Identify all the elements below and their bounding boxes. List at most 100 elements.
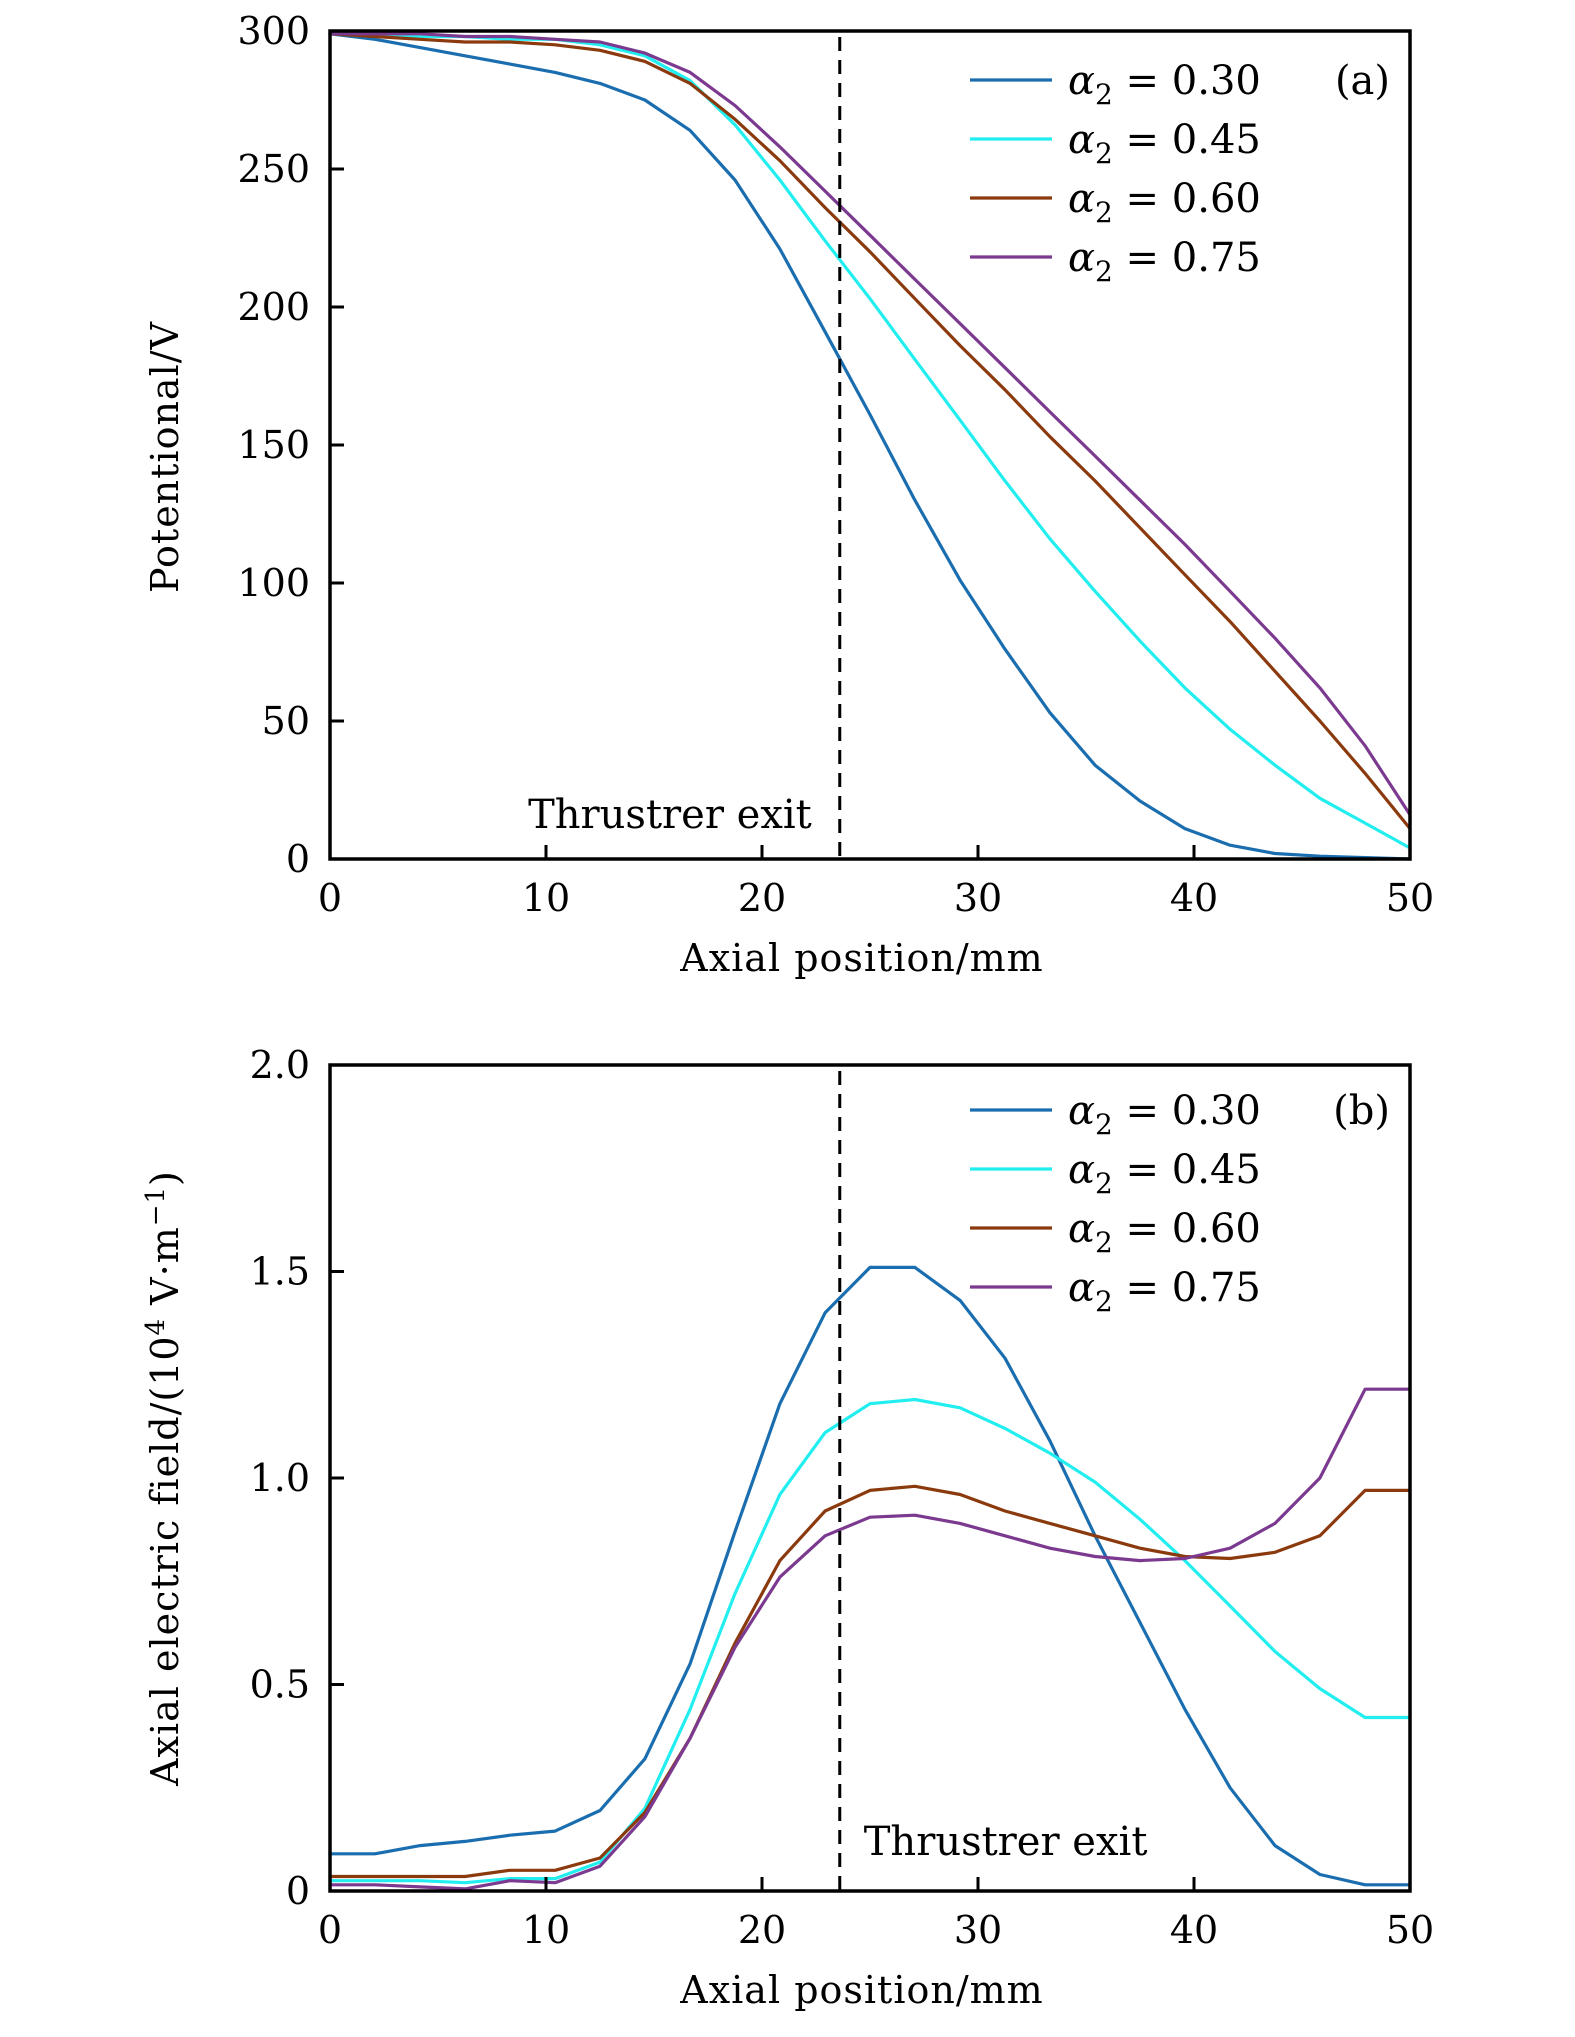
panel-b-y-label-mid: V·m (143, 1226, 187, 1318)
panel-a-series-line-0-75 (328, 32, 1412, 817)
legend-subscript: 2 (1095, 1167, 1113, 1200)
legend-value: 0.60 (1172, 176, 1261, 222)
panel-b-legend-item: α2 = 0.45 (970, 1147, 1261, 1200)
panel-a-legend-item: α2 = 0.75 (970, 235, 1261, 288)
panel-b-y-axis-label: Axial electric field/(104 V·m−1) (141, 1170, 187, 1787)
panel-a-y-tick-label: 100 (237, 561, 310, 605)
panel-a-legend-item: α2 = 0.60 (970, 176, 1261, 229)
panel-b-x-tick-label: 40 (1170, 1908, 1218, 1952)
panel-a-series-line-0-45 (328, 32, 1412, 850)
panel-b-series-line-0-75 (328, 1387, 1412, 1891)
panel-b-legend-label: α2 = 0.60 (1068, 1206, 1261, 1259)
panel-b-y-label-main: Axial electric field/(10 (143, 1335, 187, 1786)
panel-b-thruster-exit-annotation: Thrustrer exit (864, 1819, 1148, 1865)
panel-b-tag: (b) (1333, 1088, 1390, 1134)
panel-a-y-axis-label: Potentional/V (143, 321, 187, 593)
panel-a-x-ticks: 0 10 20 30 40 50 (318, 845, 1434, 920)
panel-b-y-tick-label: 1.0 (250, 1456, 310, 1500)
legend-greek-symbol: α (1068, 1147, 1095, 1193)
legend-greek-symbol: α (1068, 235, 1095, 281)
legend-greek-symbol: α (1068, 1206, 1095, 1252)
legend-value: 0.75 (1172, 235, 1261, 281)
panel-b-legend-label: α2 = 0.30 (1068, 1088, 1261, 1141)
panel-a-y-tick-label: 150 (237, 423, 310, 467)
panel-a-y-tick-label: 50 (262, 699, 310, 743)
legend-equals: = (1113, 1147, 1172, 1193)
panel-a-y-tick-label: 0 (286, 837, 310, 881)
panel-a-series-line-0-30 (328, 32, 1412, 861)
panel-b-y-tick-label: 2.0 (250, 1043, 310, 1087)
panel-a-x-tick-label: 40 (1170, 876, 1218, 920)
panel-a-legend-label: α2 = 0.75 (1068, 235, 1261, 288)
panel-a-y-tick-label: 250 (237, 147, 310, 191)
legend-equals: = (1113, 1088, 1172, 1134)
panel-a-x-tick-label: 20 (738, 876, 786, 920)
panel-b-y-label-end: ) (143, 1170, 187, 1186)
panel-b-y-tick-label: 0.5 (250, 1663, 310, 1707)
legend-equals: = (1113, 176, 1172, 222)
panel-a-series-line-0-60 (328, 32, 1412, 831)
panel-b-legend-item: α2 = 0.75 (970, 1265, 1261, 1318)
panel-b-series-line-0-30 (328, 1265, 1412, 1887)
legend-subscript: 2 (1095, 255, 1113, 288)
legend-equals: = (1113, 1265, 1172, 1311)
panel-a-x-tick-label: 30 (954, 876, 1002, 920)
panel-b-y-label-sup1: 4 (141, 1318, 171, 1336)
legend-value: 0.30 (1172, 58, 1261, 104)
panel-b-series-line-0-45 (328, 1397, 1412, 1885)
panel-b-y-tick-label: 0 (286, 1869, 310, 1913)
legend-subscript: 2 (1095, 1226, 1113, 1259)
legend-greek-symbol: α (1068, 1088, 1095, 1134)
legend-value: 0.30 (1172, 1088, 1261, 1134)
panel-a-thruster-exit-annotation: Thrustrer exit (528, 792, 812, 838)
panel-a-y-tick-label: 200 (237, 285, 310, 329)
legend-value: 0.45 (1172, 1147, 1261, 1193)
panel-b-x-axis-label: Axial position/mm (679, 1968, 1043, 2012)
panel-b-x-tick-label: 50 (1386, 1908, 1434, 1952)
panel-b-y-tick-label: 1.5 (250, 1250, 310, 1294)
panel-a-tag: (a) (1335, 58, 1390, 104)
legend-greek-symbol: α (1068, 58, 1095, 104)
legend-greek-symbol: α (1068, 117, 1095, 163)
panel-a-x-tick-label: 10 (522, 876, 570, 920)
panel-b-legend-item: α2 = 0.30 (970, 1088, 1261, 1141)
panel-b-series-line-0-60 (328, 1484, 1412, 1879)
legend-value: 0.60 (1172, 1206, 1261, 1252)
panel-b-x-tick-label: 30 (954, 1908, 1002, 1952)
panel-a-legend-label: α2 = 0.60 (1068, 176, 1261, 229)
legend-subscript: 2 (1095, 78, 1113, 111)
panel-b-legend-label: α2 = 0.45 (1068, 1147, 1261, 1200)
panel-a-x-tick-label: 50 (1386, 876, 1434, 920)
panel-b-electric-field-chart: 0 10 20 30 40 50 0 0.5 1.0 1.5 2.0 Axial position… (141, 1043, 1434, 2012)
panel-b-legend-label: α2 = 0.75 (1068, 1265, 1261, 1318)
panel-b-series-group (328, 1265, 1412, 1891)
panel-b-legend-item: α2 = 0.60 (970, 1206, 1261, 1259)
panel-b-x-tick-label: 0 (318, 1908, 342, 1952)
legend-greek-symbol: α (1068, 1265, 1095, 1311)
panel-a-x-axis-label: Axial position/mm (679, 936, 1043, 980)
legend-equals: = (1113, 117, 1172, 163)
panel-a-legend-item: α2 = 0.30 (970, 58, 1261, 111)
panel-a-series-group (328, 32, 1412, 861)
panel-a-y-tick-label: 300 (237, 9, 310, 53)
legend-value: 0.45 (1172, 117, 1261, 163)
panel-a-y-ticks: 0 50 100 150 200 250 300 (237, 9, 344, 881)
panel-a-x-tick-label: 0 (318, 876, 342, 920)
legend-subscript: 2 (1095, 137, 1113, 170)
legend-equals: = (1113, 1206, 1172, 1252)
panel-b-x-tick-label: 10 (522, 1908, 570, 1952)
legend-subscript: 2 (1095, 196, 1113, 229)
panel-a-legend-label: α2 = 0.45 (1068, 117, 1261, 170)
panel-a-potential-chart: 0 10 20 30 40 50 0 50 100 150 200 250 300 Axial pos… (143, 9, 1434, 980)
panel-b-y-ticks: 0 0.5 1.0 1.5 2.0 (250, 1043, 344, 1913)
legend-subscript: 2 (1095, 1108, 1113, 1141)
panel-a-legend-label: α2 = 0.30 (1068, 58, 1261, 111)
panel-a-legend-item: α2 = 0.45 (970, 117, 1261, 170)
legend-equals: = (1113, 58, 1172, 104)
legend-subscript: 2 (1095, 1285, 1113, 1318)
panel-b-x-ticks: 0 10 20 30 40 50 (318, 1877, 1434, 1952)
legend-greek-symbol: α (1068, 176, 1095, 222)
